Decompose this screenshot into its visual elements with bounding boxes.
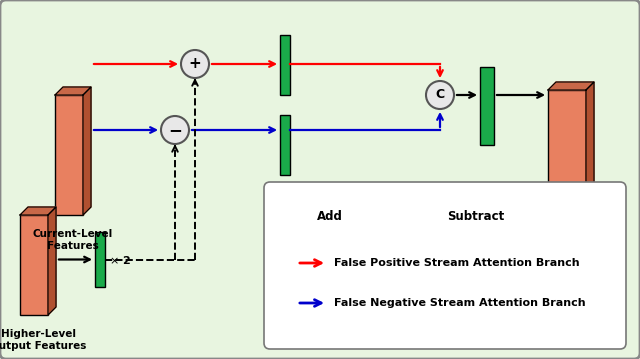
Circle shape [292, 206, 312, 226]
Text: False Positive Stream Attention Branch: False Positive Stream Attention Branch [334, 258, 580, 268]
Text: +: + [189, 56, 202, 71]
Text: +: + [297, 210, 307, 223]
Polygon shape [20, 207, 56, 215]
Circle shape [422, 206, 442, 226]
Polygon shape [83, 87, 91, 215]
Polygon shape [55, 87, 91, 95]
Bar [280, 35, 290, 95]
Text: Higher-Level
Output Features: Higher-Level Output Features [0, 329, 86, 351]
Text: −: − [426, 209, 438, 223]
Text: Subtract: Subtract [447, 210, 504, 223]
Bar [20, 215, 48, 315]
Text: False Negative Stream Attention Branch: False Negative Stream Attention Branch [334, 298, 586, 308]
Circle shape [426, 81, 454, 109]
Text: C: C [435, 89, 445, 102]
Bar [280, 115, 290, 175]
Bar [55, 95, 83, 215]
Text: −: − [168, 121, 182, 139]
Bar [95, 232, 105, 287]
FancyBboxPatch shape [264, 182, 626, 349]
Text: Add: Add [317, 210, 343, 223]
Text: $\times$ 2: $\times$ 2 [109, 253, 131, 266]
Polygon shape [48, 207, 56, 315]
Text: Current-Level
Features: Current-Level Features [33, 229, 113, 251]
Bar [548, 90, 586, 220]
Bar [480, 67, 494, 145]
Polygon shape [548, 82, 594, 90]
Polygon shape [586, 82, 594, 220]
Circle shape [181, 50, 209, 78]
Text: Current-Level
Output Features: Current-Level Output Features [523, 234, 619, 256]
Circle shape [161, 116, 189, 144]
